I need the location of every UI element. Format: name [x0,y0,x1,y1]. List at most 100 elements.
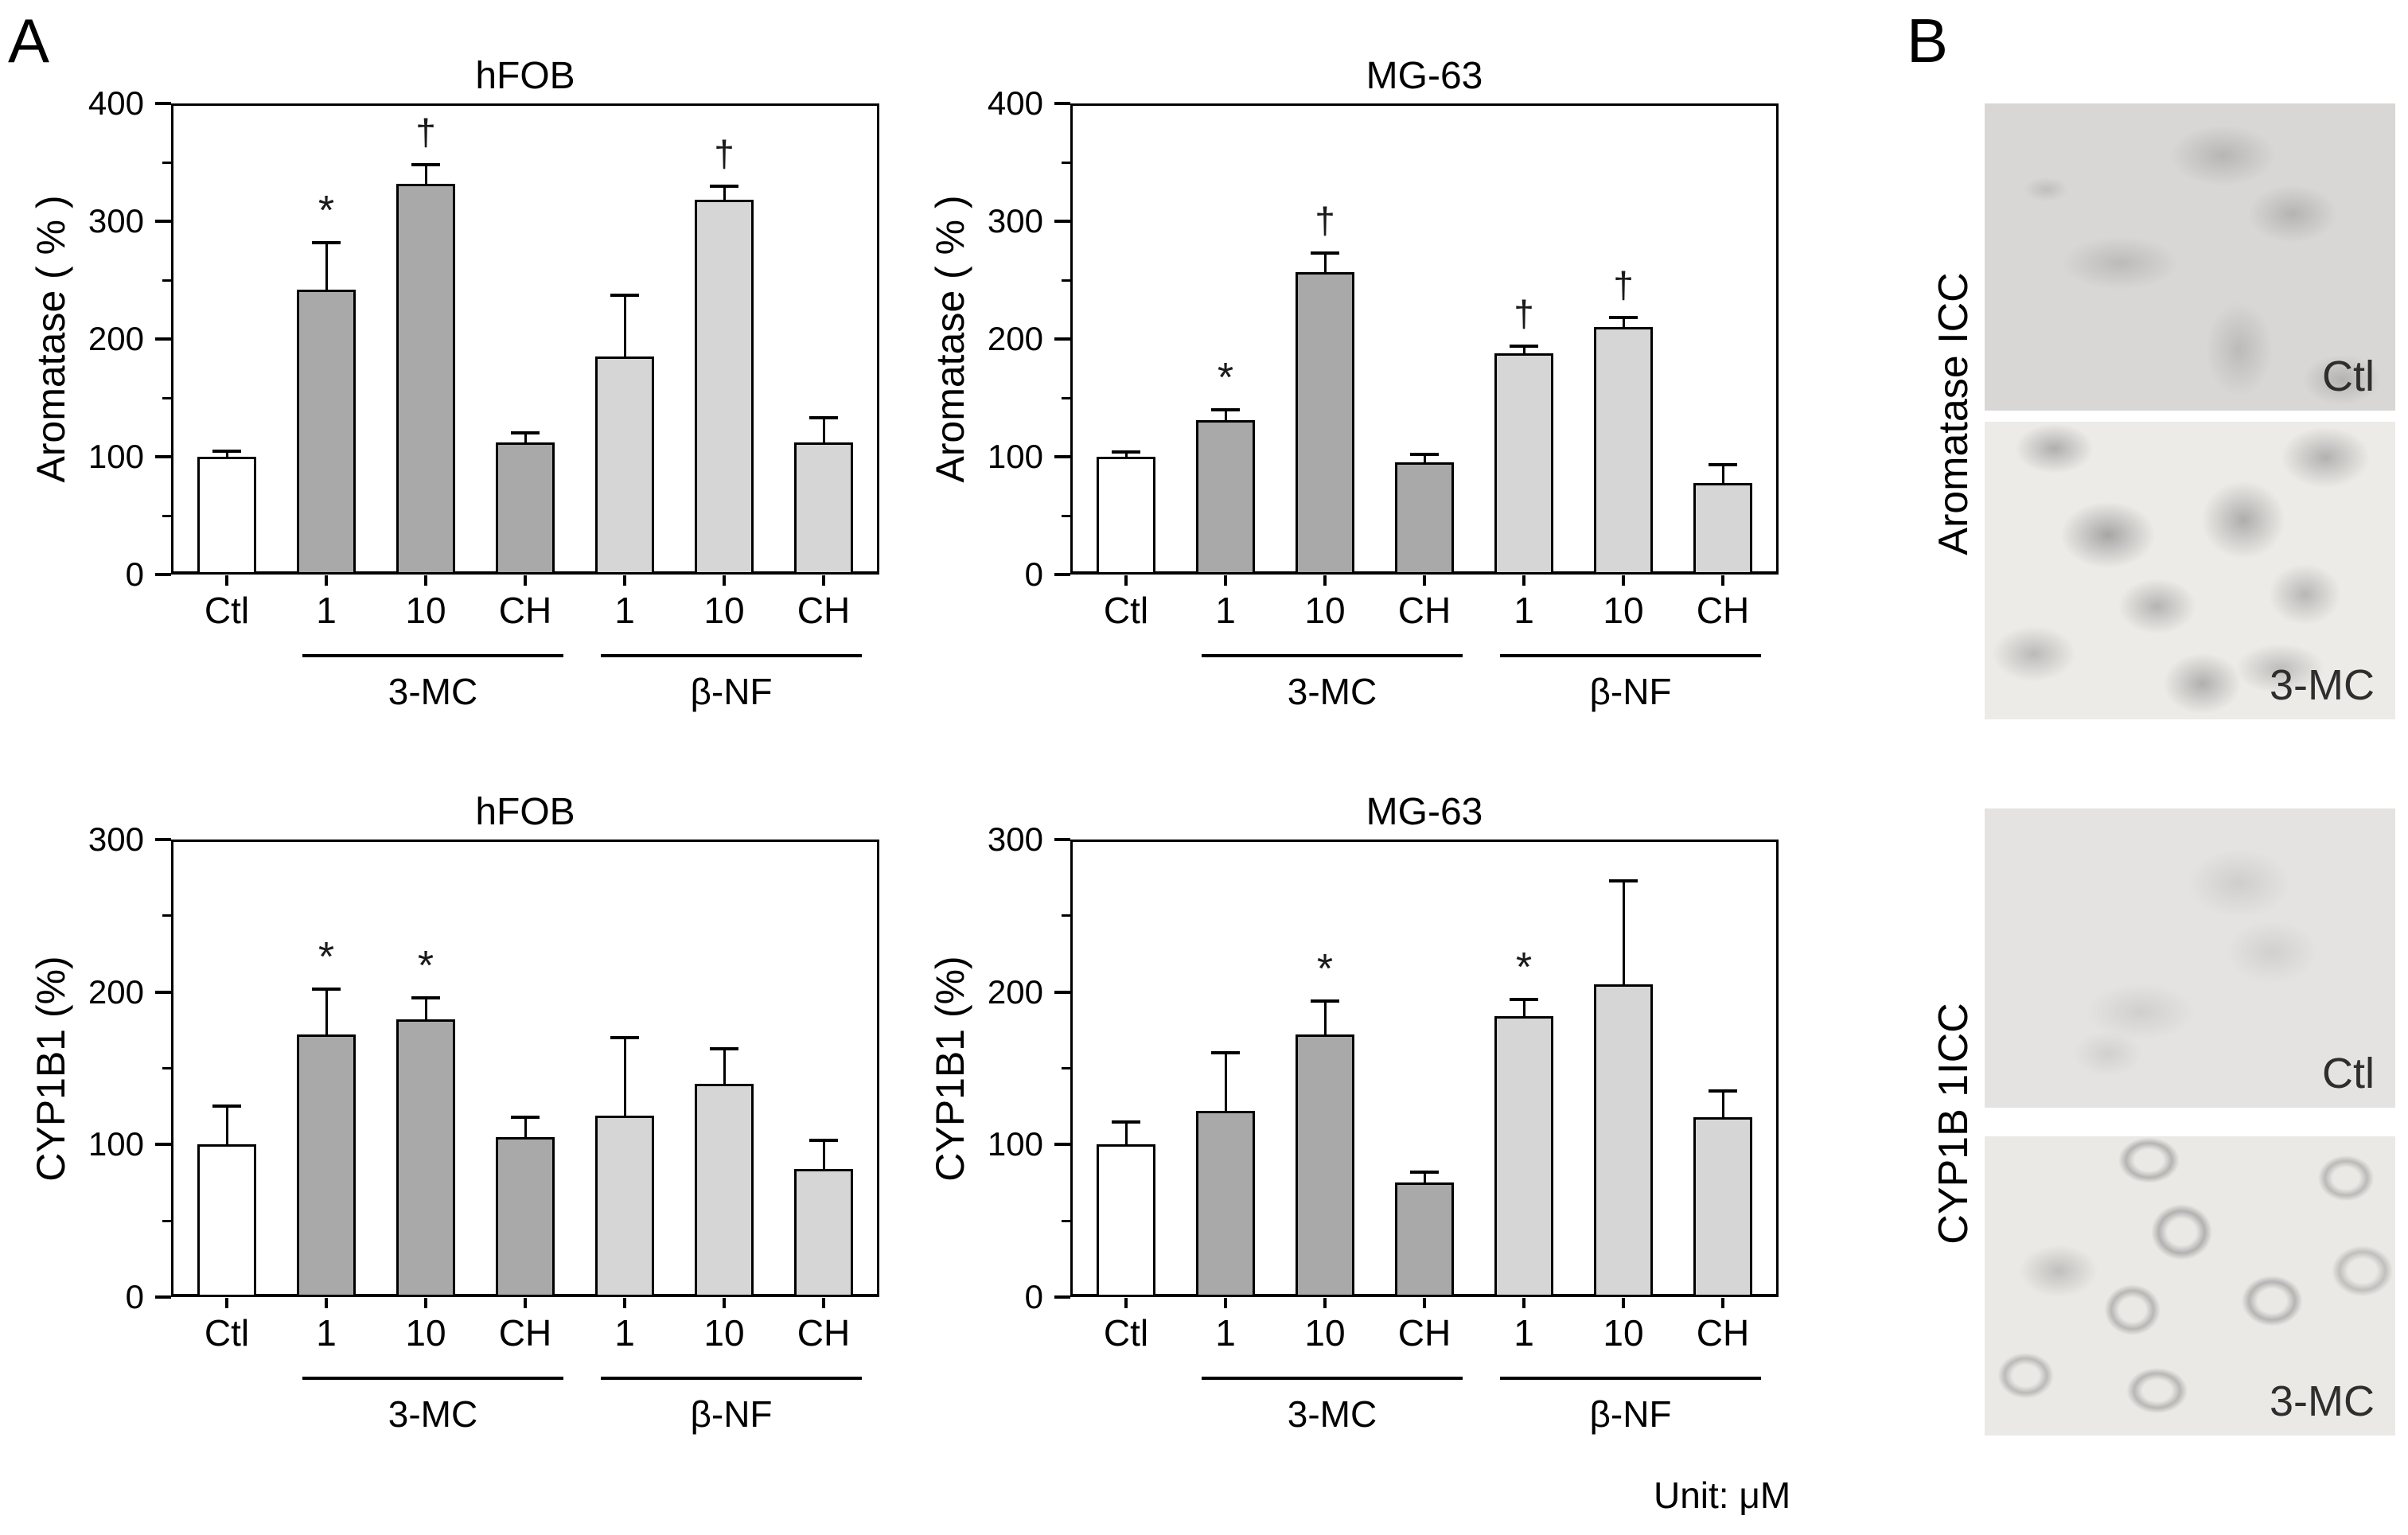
error-bar-line [623,295,626,357]
error-bar-line [1124,1121,1128,1145]
bar-mg63-cyp1b1-1 [1196,1111,1255,1297]
error-bar-line [524,433,527,443]
y-minor-tick [162,1219,171,1222]
x-tick [1124,575,1128,586]
y-tick-label: 100 [88,1125,144,1163]
y-major-tick [155,455,171,458]
x-tick-label: 10 [1603,1312,1644,1354]
bar-mg63-aromatase-4 [1494,353,1553,575]
error-bar-line [1622,318,1625,328]
error-bar-cap [511,431,540,435]
error-bar-line [325,242,328,290]
error-bar-line [424,164,427,184]
chart-title: MG-63 [1366,791,1483,833]
bar-hfob-aromatase-2 [396,183,455,575]
y-tick-label: 0 [125,1278,144,1315]
group-label: 3-MC [388,1393,478,1435]
x-tick [1522,1298,1525,1308]
bar-hfob-aromatase-5 [695,200,754,575]
error-bar-line [1224,409,1227,421]
x-tick-label: CH [1696,1312,1750,1354]
group-label: 3-MC [1287,1393,1377,1435]
error-bar-cap [610,1036,639,1040]
group-underline [601,1377,862,1380]
error-bar-cap [212,449,241,453]
x-tick [822,1298,825,1308]
x-tick [325,575,328,586]
error-bar-cap [411,996,440,1000]
significance-marker: * [318,933,335,980]
bar-hfob-aromatase-3 [496,442,555,575]
y-major-tick [155,838,171,841]
bar-hfob-cyp1b1-0 [197,1144,256,1297]
y-major-tick [155,220,171,223]
group-label: β-NF [1589,1393,1672,1435]
y-tick-label: 100 [987,438,1043,475]
y-minor-tick [1062,279,1070,282]
x-tick-label: CH [1397,1312,1451,1354]
x-tick-label: CH [1397,590,1451,631]
error-bar-cap [1609,316,1638,320]
error-bar-line [1124,452,1128,457]
significance-marker: * [318,187,335,234]
x-tick [723,1298,726,1308]
y-tick-label: 400 [987,84,1043,122]
y-tick-label: 0 [125,555,144,593]
y-minor-tick [1062,514,1070,517]
x-tick [822,575,825,586]
y-tick-label: 100 [987,1125,1043,1163]
bar-mg63-cyp1b1-0 [1097,1144,1155,1297]
error-bar-line [1224,1053,1227,1112]
y-minor-tick [162,1067,171,1069]
y-major-tick [1054,102,1070,105]
y-tick-label: 100 [88,438,144,475]
group-underline [601,654,862,657]
y-major-tick [155,102,171,105]
x-tick [1124,1298,1128,1308]
group-underline [302,654,563,657]
x-tick-label: 10 [405,1312,446,1354]
x-tick-label: 1 [1215,590,1236,631]
error-bar-cap [1609,879,1638,882]
error-bar-line [1323,252,1327,272]
y-minor-tick [162,396,171,399]
bar-hfob-cyp1b1-2 [396,1019,455,1297]
error-bar-line [1423,454,1426,463]
bar-mg63-aromatase-3 [1395,462,1454,575]
group-underline [1202,1377,1463,1380]
error-bar-cap [809,416,838,420]
y-major-tick [1054,990,1070,994]
group-label: β-NF [690,671,773,712]
group-label: β-NF [1589,671,1672,712]
error-bar-line [1522,345,1525,353]
significance-marker: * [417,943,434,990]
panel-b-row1-side-label: Aromatase ICC [1931,272,1977,555]
bar-hfob-aromatase-1 [297,289,356,575]
error-bar-cap [1709,1089,1737,1093]
x-tick-label: CH [498,590,552,631]
significance-marker: † [714,132,734,174]
micrograph-corner-label: 3-MC [2270,661,2375,709]
error-bar-line [1423,1171,1426,1183]
y-major-tick [155,573,171,576]
bar-hfob-cyp1b1-4 [595,1115,654,1297]
error-bar-line [424,998,427,1020]
y-minor-tick [162,514,171,517]
x-tick [1423,575,1426,586]
error-bar-cap [1410,1170,1439,1174]
chart-title: MG-63 [1366,55,1483,97]
error-bar-cap [312,987,341,991]
y-minor-tick [162,161,171,164]
error-bar-cap [411,162,440,166]
micrograph-corner-label: Ctl [2322,1050,2375,1097]
y-minor-tick [162,279,171,282]
error-bar-cap [312,240,341,244]
error-bar-line [524,1116,527,1137]
x-tick [524,1298,527,1308]
bar-mg63-aromatase-5 [1594,327,1653,575]
x-tick-label: Ctl [1103,1312,1149,1354]
x-tick-label: 10 [1603,590,1644,631]
chart-title: hFOB [475,55,575,97]
x-tick [623,575,626,586]
error-bar-line [1323,1001,1327,1035]
